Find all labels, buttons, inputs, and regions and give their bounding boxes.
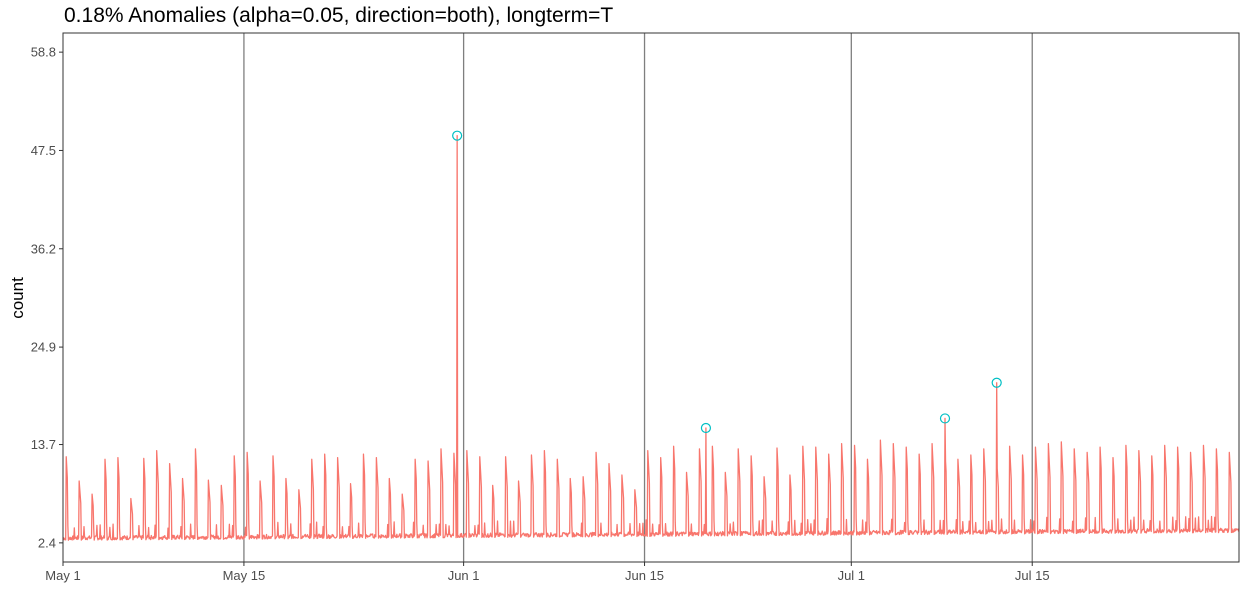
x-tick-label: Jul 15	[1015, 568, 1050, 583]
x-axis: May 1 May 15 Jun 1 Jun 15 Jul 1 Jul 15	[45, 562, 1050, 583]
y-tick-label: 24.9	[31, 340, 56, 355]
anomaly-point	[939, 413, 951, 424]
y-axis: 2.4 13.7 24.9 36.2 47.5 58.8	[31, 45, 63, 550]
anomaly-point	[452, 130, 463, 141]
series-line-layer	[62, 135, 1240, 541]
y-tick-label: 58.8	[31, 45, 56, 60]
plot-border	[62, 32, 1240, 563]
y-tick-label: 47.5	[31, 143, 56, 158]
anomaly-point	[700, 422, 712, 434]
x-tick-label: May 1	[45, 568, 80, 583]
plot-background	[63, 33, 1239, 562]
y-tick-label: 36.2	[31, 241, 56, 256]
x-tick-label: Jul 1	[838, 568, 865, 583]
series-line	[62, 135, 1240, 541]
y-axis-title: count	[8, 277, 27, 319]
y-tick-label: 2.4	[38, 535, 56, 550]
y-tick-label: 13.7	[31, 437, 56, 452]
grid-lines	[243, 33, 1033, 562]
x-tick-label: May 15	[223, 568, 266, 583]
chart-title: 0.18% Anomalies (alpha=0.05, direction=b…	[64, 4, 614, 27]
anomaly-point	[991, 377, 1002, 388]
x-tick-label: Jun 1	[448, 568, 480, 583]
x-tick-label: Jun 15	[625, 568, 664, 583]
anomaly-layer	[452, 130, 1002, 434]
